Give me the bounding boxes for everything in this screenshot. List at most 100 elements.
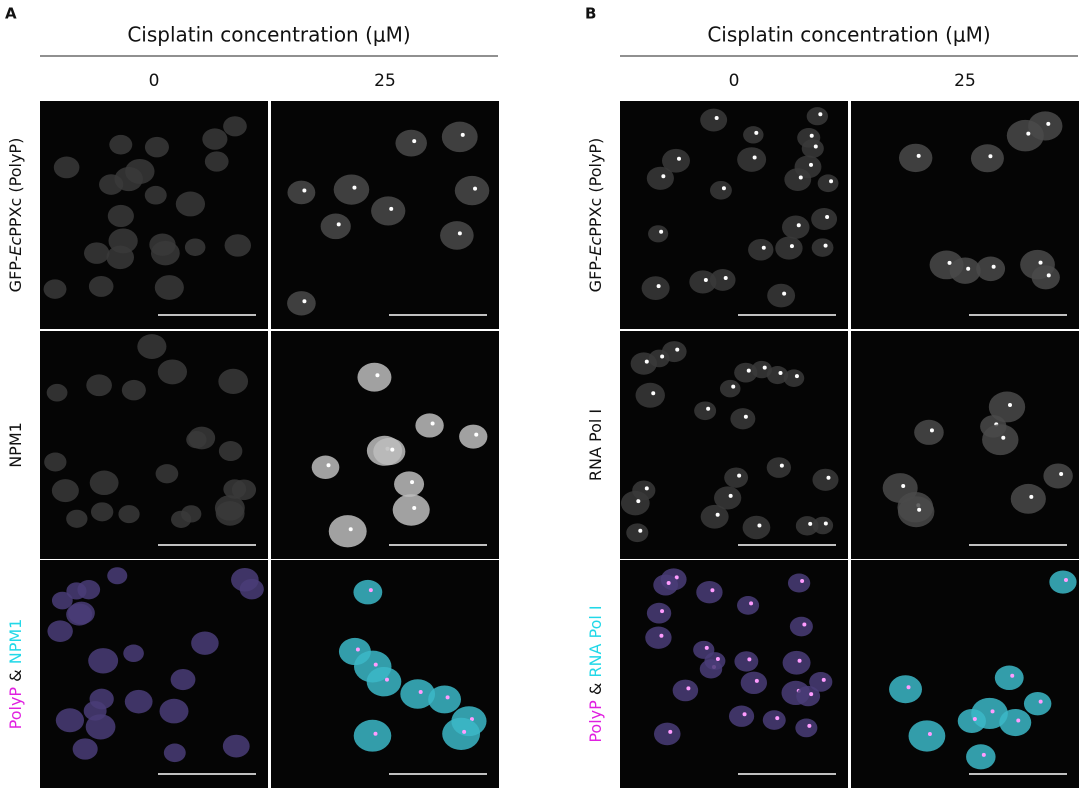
nucleus	[1043, 463, 1073, 489]
nucleus	[392, 494, 430, 526]
nucleus	[734, 651, 759, 672]
puncta	[1038, 699, 1043, 704]
nucleus	[635, 382, 665, 408]
nucleus	[728, 705, 755, 727]
nucleus	[672, 679, 699, 702]
puncta	[714, 116, 719, 121]
nucleus	[806, 107, 829, 126]
puncta	[813, 144, 818, 149]
nucleus	[181, 505, 202, 523]
puncta	[460, 132, 465, 137]
puncta	[916, 153, 921, 158]
nucleus	[653, 574, 679, 596]
nucleus	[353, 579, 383, 605]
row-label: GFP-EcPPXc (PolyP)	[6, 138, 25, 293]
puncta	[794, 374, 799, 379]
row-label-part: PPXc (PolyP)	[6, 138, 25, 237]
nucleus	[222, 734, 250, 758]
nucleus	[440, 221, 474, 250]
nucleus	[709, 269, 736, 291]
nucleus	[239, 578, 264, 600]
nucleus	[783, 369, 805, 387]
nucleus	[724, 467, 749, 488]
puncta	[474, 432, 479, 437]
puncta	[674, 575, 679, 580]
nucleus	[648, 225, 669, 243]
nucleus	[782, 650, 811, 675]
micrograph	[271, 101, 499, 329]
row-label: NPM1	[6, 422, 25, 468]
puncta	[775, 716, 780, 721]
puncta	[418, 689, 423, 694]
row-label: GFP-EcPPXc (PolyP)	[586, 138, 605, 293]
nucleus	[743, 126, 764, 144]
nucleus	[88, 648, 119, 674]
nucleus	[223, 116, 247, 137]
nucleus	[811, 207, 838, 230]
nucleus	[86, 374, 112, 397]
nucleus	[121, 379, 146, 401]
puncta	[675, 347, 680, 352]
nucleus	[46, 383, 68, 402]
puncta	[326, 463, 331, 468]
nucleus	[371, 196, 406, 226]
nucleus	[108, 228, 138, 254]
nucleus	[704, 652, 726, 670]
puncta	[818, 112, 823, 117]
row-label-part: NPM1	[6, 422, 25, 468]
puncta	[723, 275, 728, 280]
puncta	[990, 709, 995, 714]
puncta	[991, 264, 996, 269]
nucleus	[645, 626, 672, 649]
nucleus	[648, 349, 670, 368]
micrograph	[271, 331, 499, 559]
nucleus	[311, 455, 340, 480]
nucleus	[734, 362, 758, 383]
puncta	[917, 507, 922, 512]
puncta	[706, 406, 711, 411]
nucleus	[988, 391, 1026, 423]
puncta	[703, 277, 708, 282]
puncta	[737, 473, 742, 478]
nucleus	[66, 603, 93, 626]
nucleus	[320, 213, 351, 240]
puncta	[704, 645, 709, 650]
puncta	[829, 179, 834, 184]
puncta	[906, 685, 911, 690]
puncta	[659, 229, 664, 234]
nucleus	[1006, 119, 1044, 152]
puncta	[686, 686, 691, 691]
puncta	[927, 731, 932, 736]
puncta	[981, 752, 986, 757]
nucleus	[694, 401, 717, 421]
row-label: PolyP & NPM1	[6, 619, 25, 730]
nucleus	[762, 710, 786, 730]
panel-letter: A	[5, 5, 17, 23]
nucleus	[204, 151, 229, 172]
nucleus	[231, 479, 257, 501]
nucleus	[811, 238, 834, 257]
puncta	[368, 588, 373, 593]
nucleus	[373, 437, 406, 466]
puncta	[636, 499, 641, 504]
nucleus	[626, 523, 649, 543]
puncta	[779, 463, 784, 468]
puncta	[666, 580, 671, 585]
nucleus	[170, 669, 196, 691]
micrograph	[851, 331, 1079, 559]
nucleus	[124, 689, 153, 714]
nucleus	[898, 143, 933, 173]
row-label-part: &	[6, 664, 25, 687]
puncta	[798, 175, 803, 180]
puncta	[807, 723, 812, 728]
nucleus	[766, 457, 792, 478]
puncta	[1038, 260, 1043, 265]
nucleus	[696, 580, 723, 604]
nucleus	[957, 708, 986, 733]
puncta	[656, 284, 661, 289]
nucleus	[394, 471, 425, 497]
nucleus	[157, 359, 188, 385]
puncta	[651, 391, 656, 396]
row-label-part: GFP-	[586, 256, 605, 293]
image-background	[620, 560, 848, 788]
